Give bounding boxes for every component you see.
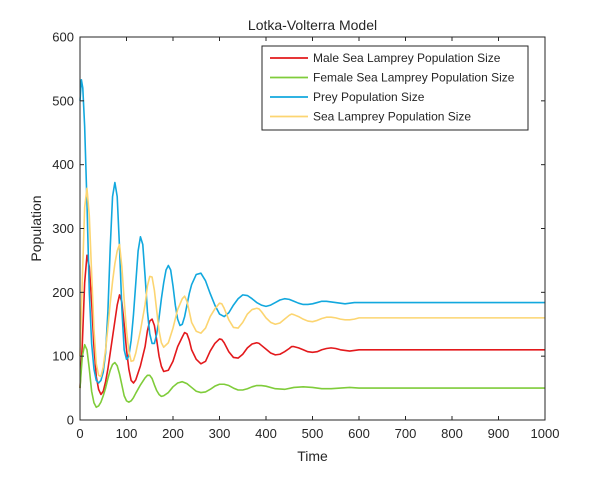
y-tick-label: 100 bbox=[52, 349, 74, 364]
y-axis-label: Population bbox=[28, 195, 44, 261]
series-layer bbox=[79, 78, 545, 409]
legend-label-3: Prey Population Size bbox=[313, 90, 425, 104]
series-line-2 bbox=[79, 343, 545, 409]
x-tick-label: 500 bbox=[302, 426, 324, 441]
legend-label-4: Sea Lamprey Population Size bbox=[313, 110, 471, 124]
series-line-4 bbox=[79, 187, 545, 378]
series-line-1 bbox=[79, 254, 545, 396]
x-tick-label: 400 bbox=[255, 426, 277, 441]
chart-title: Lotka-Volterra Model bbox=[248, 17, 377, 33]
axes-layer: 0 100 200 300 400 500 600 700 800 900 1000 0 100 200 3… bbox=[52, 30, 559, 442]
y-tick-label: 300 bbox=[52, 221, 74, 236]
x-tick-label: 200 bbox=[162, 426, 184, 441]
legend: Male Sea Lamprey Population Size Female S… bbox=[261, 45, 529, 131]
series-line-3 bbox=[79, 78, 545, 384]
y-tick-label: 200 bbox=[52, 285, 74, 300]
x-axis-label: Time bbox=[297, 448, 328, 464]
x-tick-label: 300 bbox=[209, 426, 231, 441]
x-tick-label: 0 bbox=[76, 426, 83, 441]
y-tick-label: 0 bbox=[67, 413, 74, 428]
x-tick-label: 100 bbox=[116, 426, 138, 441]
y-tick-label: 500 bbox=[52, 93, 74, 108]
x-tick-label: 900 bbox=[488, 426, 510, 441]
legend-label-1: Male Sea Lamprey Population Size bbox=[313, 51, 501, 65]
x-tick-label: 700 bbox=[395, 426, 417, 441]
x-tick-label: 600 bbox=[348, 426, 370, 441]
legend-label-2: Female Sea Lamprey Population Size bbox=[313, 71, 515, 85]
y-tick-label: 600 bbox=[52, 30, 74, 45]
y-tick-label: 400 bbox=[52, 157, 74, 172]
x-tick-label: 800 bbox=[441, 426, 463, 441]
x-tick-label: 1000 bbox=[531, 426, 560, 441]
